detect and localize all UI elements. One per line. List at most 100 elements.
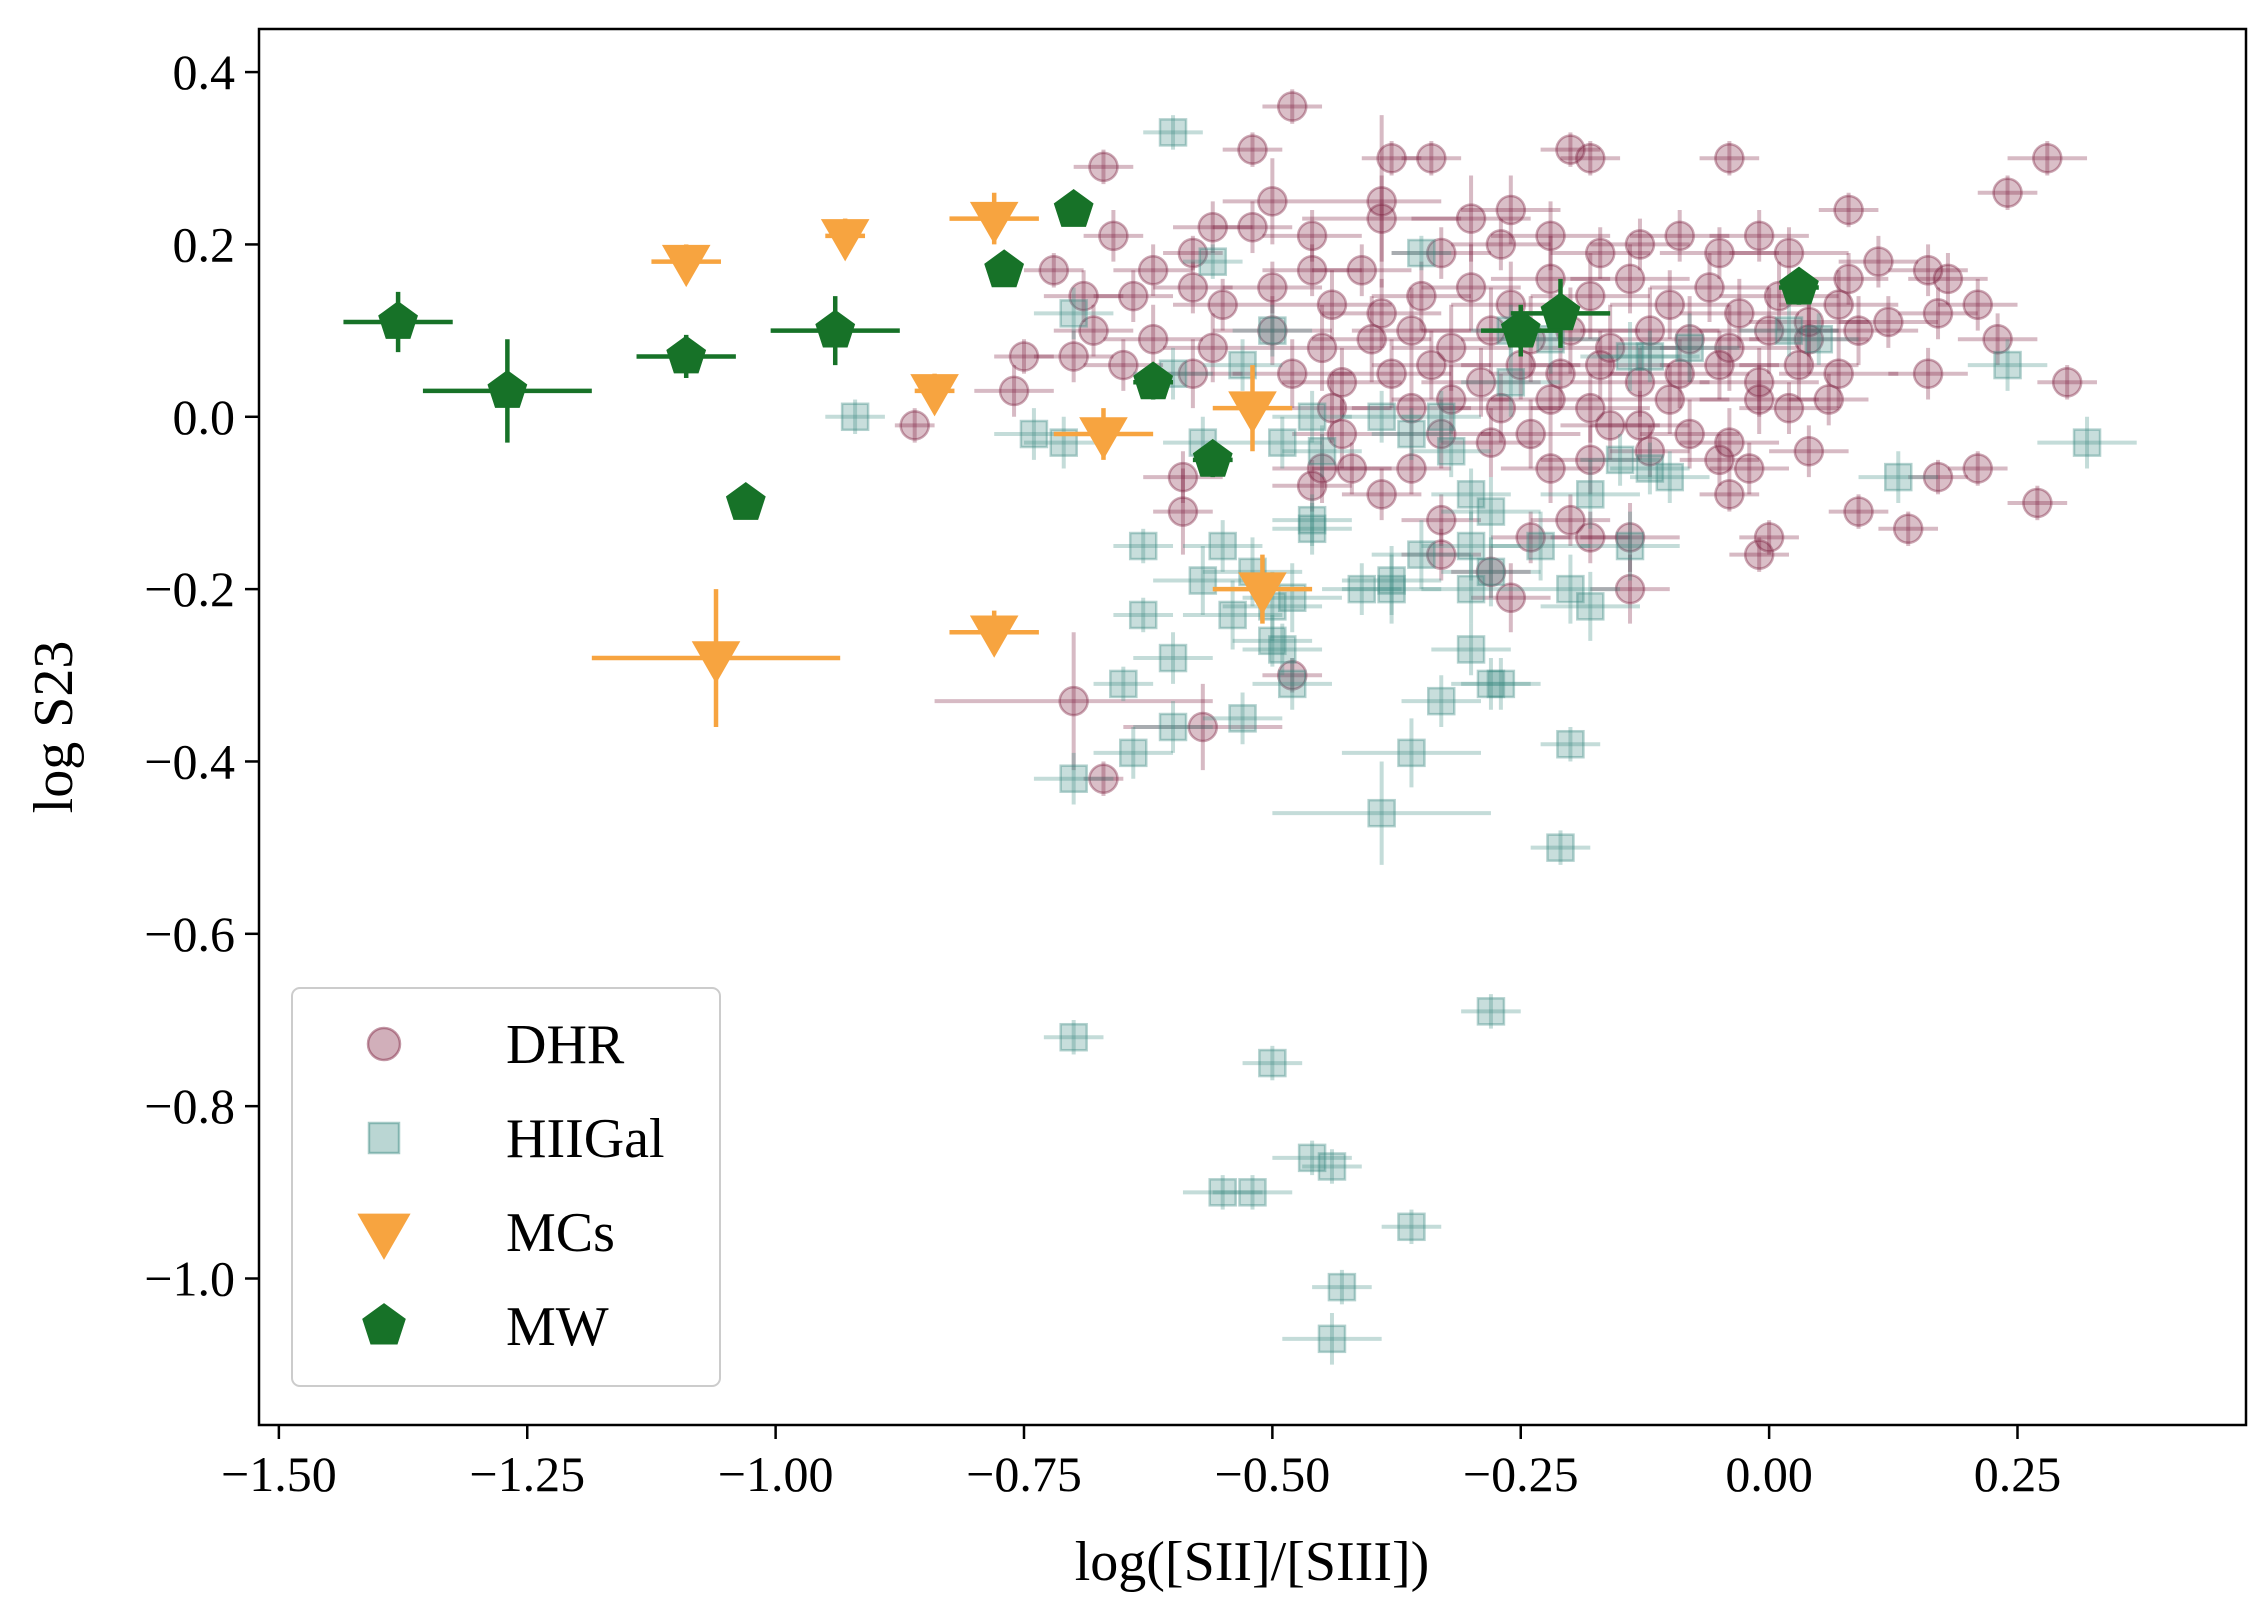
marker-circle (1257, 186, 1288, 217)
marker-square (1377, 574, 1406, 604)
marker-circle (1992, 177, 2023, 208)
data-point (1490, 511, 1571, 564)
marker-circle (1535, 384, 1566, 415)
data-point (1391, 235, 1452, 271)
marker-circle (1594, 410, 1626, 441)
marker-circle (1465, 367, 1497, 398)
data-point (1441, 373, 1561, 443)
marker-circle (1376, 143, 1407, 174)
marker-circle (1435, 384, 1467, 415)
marker-circle (1306, 453, 1338, 484)
marker-circle (1276, 358, 1308, 389)
marker-circle (1714, 143, 1745, 174)
data-point (1371, 261, 1472, 331)
data-point (1153, 261, 1233, 314)
y-axis: 0.4 0.2 0.0 −0.2 −0.4 −0.6 −0.8 −1.0 (144, 44, 259, 1307)
marker-circle (1426, 504, 1457, 536)
data-point (1113, 528, 1174, 564)
x-tick-label: −0.50 (1215, 1446, 1331, 1502)
marker-square (1297, 1143, 1327, 1173)
data-point (1282, 347, 1402, 417)
marker-circle (1346, 255, 1378, 286)
x-tick-label: −1.25 (469, 1446, 585, 1502)
data-point (1272, 761, 1491, 865)
data-point (1371, 442, 1452, 495)
data-point (1341, 554, 1442, 624)
data-point (1421, 554, 1521, 624)
data-point (1947, 451, 2008, 486)
data-point (949, 610, 1039, 658)
marker-circle (1982, 323, 2013, 355)
marker-circle (1167, 496, 1199, 527)
marker-square (1158, 712, 1188, 742)
data-point (1401, 494, 1482, 547)
marker-square (1317, 1324, 1347, 1354)
marker-triangle-down (1238, 572, 1287, 615)
marker-square (1198, 247, 1228, 276)
marker-circle (1555, 134, 1586, 165)
marker-circle (1177, 358, 1209, 389)
marker-circle (1237, 211, 1268, 243)
marker-circle (1614, 263, 1646, 295)
marker-square (1427, 686, 1456, 716)
marker-circle (1535, 220, 1566, 252)
marker-circle (1545, 358, 1576, 389)
data-point (1580, 287, 1720, 374)
marker-square (1615, 531, 1645, 561)
data-point (1580, 321, 1680, 391)
legend: DHR HIIGal MCs MW (291, 987, 721, 1387)
data-point (1312, 296, 1432, 383)
marker-square (1327, 1272, 1357, 1302)
data-point (1123, 683, 1283, 771)
marker-circle (1743, 384, 1775, 415)
data-point (1262, 89, 1323, 124)
data-point (934, 632, 1213, 771)
marker-triangle-down (661, 244, 711, 288)
data-point (1391, 304, 1511, 391)
marker-square (1397, 738, 1426, 768)
data-point (1401, 675, 1482, 727)
data-point (1182, 244, 1243, 279)
data-point (1749, 287, 1869, 357)
y-tick-label: 0.0 (173, 389, 236, 445)
marker-square (1486, 669, 1516, 699)
marker-circle (1455, 272, 1487, 303)
data-point (1461, 175, 1561, 245)
marker-square (1655, 462, 1685, 492)
data-point (1739, 520, 1799, 555)
data-point (1739, 304, 1839, 357)
marker-square (1456, 531, 1486, 561)
marker-square (1407, 238, 1436, 268)
legend-marker-mcs (357, 1213, 411, 1260)
marker-pentagon (815, 309, 856, 348)
data-point (1262, 244, 1362, 297)
marker-circle (1187, 711, 1219, 743)
marker-square (1268, 635, 1297, 664)
data-point (1272, 502, 1352, 555)
marker-circle (1257, 272, 1288, 303)
marker-square (1576, 592, 1605, 621)
data-point (1540, 425, 1640, 495)
data-point (1292, 399, 1392, 469)
data-point (1451, 546, 1531, 598)
marker-square (840, 402, 870, 432)
marker-circle (1892, 513, 1924, 545)
data-point (1272, 459, 1352, 512)
data-point (825, 399, 885, 435)
marker-circle (1435, 332, 1467, 364)
legend-label-hiigal: HIIGal (506, 1108, 665, 1170)
marker-circle (1098, 220, 1129, 252)
data-point (1113, 597, 1174, 633)
data-point (1093, 727, 1174, 779)
data-point (1779, 313, 1859, 366)
data-point (1441, 408, 1541, 478)
marker-circle (1515, 418, 1546, 450)
data-point (1143, 115, 1203, 150)
data-point (1828, 494, 1889, 529)
marker-circle (1058, 341, 1089, 372)
data-point (1421, 511, 1521, 581)
data-point (1192, 438, 1233, 478)
data-point (1401, 141, 1462, 176)
marker-circle (899, 410, 930, 441)
data-point (1431, 623, 1511, 676)
